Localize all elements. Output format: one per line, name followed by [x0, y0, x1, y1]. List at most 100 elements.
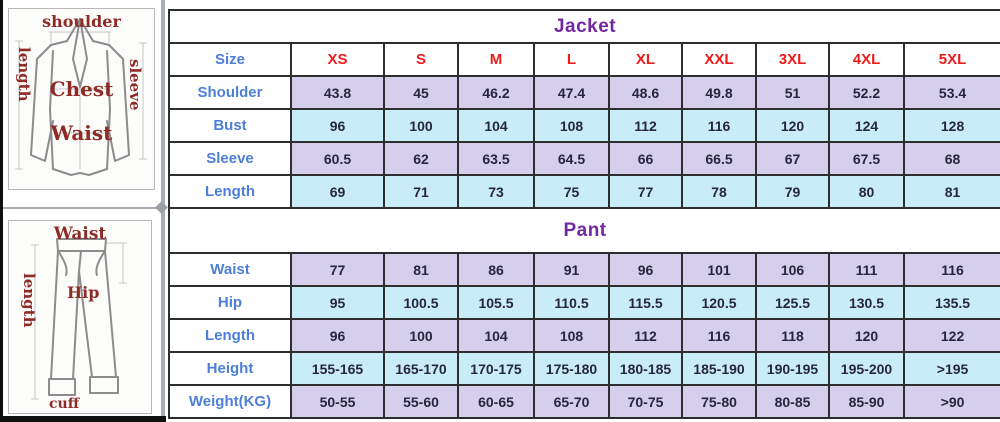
jacket-section-title-row: Jacket: [167, 9, 1000, 44]
measurement-value-cell: 130.5: [828, 285, 905, 320]
pant-waist-label: Waist: [53, 224, 107, 244]
pant-measurement-row: Length 96 100 104 108 112 116 118 120 122: [168, 318, 1000, 353]
pant-section-title: Pant: [167, 207, 1000, 254]
measurement-value-cell: 66: [608, 141, 683, 176]
measurement-value-cell: 112: [608, 108, 683, 143]
measurement-value-cell: 96: [290, 318, 385, 353]
measurement-value-cell: 195-200: [828, 351, 905, 386]
measurement-value-cell: 70-75: [608, 384, 683, 419]
measurement-value-cell: 3XL: [755, 42, 830, 77]
measurement-value-cell: 116: [681, 318, 757, 353]
measurement-label-cell: Weight(KG): [168, 384, 292, 419]
left-black-edge: [0, 0, 3, 422]
measurement-label-cell: Shoulder: [168, 75, 292, 110]
measurement-value-cell: 67.5: [828, 141, 905, 176]
pant-hip-label: Hip: [67, 283, 100, 302]
measurement-value-cell: 111: [828, 252, 905, 287]
pant-length-label: length: [20, 273, 38, 328]
measurement-value-cell: 101: [681, 252, 757, 287]
measurement-value-cell: 4XL: [828, 42, 905, 77]
measurement-value-cell: 79: [755, 174, 830, 209]
measurement-value-cell: 63.5: [457, 141, 535, 176]
measurement-value-cell: 128: [902, 108, 1000, 143]
measurement-value-cell: 125.5: [755, 285, 830, 320]
measurement-value-cell: 45: [383, 75, 459, 110]
measurement-value-cell: 96: [290, 108, 385, 143]
measurement-label-cell: Size: [168, 42, 292, 77]
measurement-value-cell: 5XL: [902, 42, 1000, 77]
measurement-value-cell: >195: [902, 351, 1000, 386]
jacket-sleeve-label: sleeve: [126, 59, 144, 111]
measurement-value-cell: 100: [383, 318, 459, 353]
measurement-value-cell: 69: [290, 174, 385, 209]
jacket-measurement-row: Shoulder 43.8 45 46.2 47.4 48.6 49.8 51 52.2 53.4: [168, 75, 1000, 110]
measurement-value-cell: 51: [755, 75, 830, 110]
size-chart-table: Jacket Size XS S M L XL XXL 3XL 4XL 5XL Shoulder 43.…: [167, 9, 1000, 419]
diagram-panel: shoulder length sleeve Chest Waist: [0, 0, 168, 422]
measurement-value-cell: 110.5: [533, 285, 610, 320]
measurement-value-cell: 43.8: [290, 75, 385, 110]
measurement-value-cell: XL: [608, 42, 683, 77]
measurement-value-cell: 68: [902, 141, 1000, 176]
measurement-value-cell: 105.5: [457, 285, 535, 320]
measurement-label-cell: Sleeve: [168, 141, 292, 176]
measurement-value-cell: S: [383, 42, 459, 77]
measurement-value-cell: 116: [902, 252, 1000, 287]
measurement-label-cell: Bust: [168, 108, 292, 143]
measurement-value-cell: 175-180: [533, 351, 610, 386]
jacket-diagram: shoulder length sleeve Chest Waist: [8, 8, 155, 190]
measurement-value-cell: 100.5: [383, 285, 459, 320]
jacket-chest-label: Chest: [49, 77, 114, 101]
pant-section-title-row: Pant: [167, 207, 1000, 254]
measurement-value-cell: 55-60: [383, 384, 459, 419]
measurement-value-cell: 95: [290, 285, 385, 320]
measurement-value-cell: 80: [828, 174, 905, 209]
measurement-value-cell: 120: [755, 108, 830, 143]
measurement-value-cell: 67: [755, 141, 830, 176]
measurement-value-cell: 66.5: [681, 141, 757, 176]
pant-measurement-row: Height 155-165 165-170 170-175 175-180 180-18…: [168, 351, 1000, 386]
measurement-value-cell: 124: [828, 108, 905, 143]
measurement-value-cell: 75-80: [681, 384, 757, 419]
measurement-value-cell: 185-190: [681, 351, 757, 386]
jacket-measurement-row: Length 69 71 73 75 77 78 79 80 81: [168, 174, 1000, 209]
measurement-value-cell: 165-170: [383, 351, 459, 386]
measurement-value-cell: 115.5: [608, 285, 683, 320]
measurement-value-cell: 77: [290, 252, 385, 287]
measurement-value-cell: 81: [902, 174, 1000, 209]
measurement-value-cell: 170-175: [457, 351, 535, 386]
measurement-value-cell: 47.4: [533, 75, 610, 110]
measurement-value-cell: 60-65: [457, 384, 535, 419]
measurement-value-cell: 46.2: [457, 75, 535, 110]
measurement-value-cell: 78: [681, 174, 757, 209]
measurement-value-cell: M: [457, 42, 535, 77]
measurement-value-cell: 85-90: [828, 384, 905, 419]
measurement-value-cell: XS: [290, 42, 385, 77]
measurement-value-cell: L: [533, 42, 610, 77]
jacket-measurement-row: Sleeve 60.5 62 63.5 64.5 66 66.5 67 67.5 68: [168, 141, 1000, 176]
measurement-value-cell: XXL: [681, 42, 757, 77]
pant-measurement-row: Hip 95 100.5 105.5 110.5 115.5 120.5 125.5 130.5…: [168, 285, 1000, 320]
jacket-section-title: Jacket: [167, 9, 1000, 44]
bottom-black-edge: [0, 416, 166, 422]
measurement-value-cell: 53.4: [902, 75, 1000, 110]
measurement-value-cell: 104: [457, 318, 535, 353]
jacket-shoulder-label: shoulder: [42, 12, 121, 31]
measurement-value-cell: 73: [457, 174, 535, 209]
measurement-value-cell: 120: [828, 318, 905, 353]
diagram-divider-line: [3, 207, 161, 209]
measurement-value-cell: 96: [608, 252, 683, 287]
measurement-label-cell: Waist: [168, 252, 292, 287]
measurement-value-cell: 180-185: [608, 351, 683, 386]
measurement-value-cell: 50-55: [290, 384, 385, 419]
pant-diagram: Waist length Hip cuff: [8, 220, 152, 414]
measurement-value-cell: 64.5: [533, 141, 610, 176]
measurement-value-cell: 108: [533, 318, 610, 353]
measurement-value-cell: 106: [755, 252, 830, 287]
measurement-value-cell: 118: [755, 318, 830, 353]
pant-measurement-row: Waist 77 81 86 91 96 101 106 111 116: [168, 252, 1000, 287]
pant-cuff-label: cuff: [49, 396, 80, 412]
jacket-waist-label: Waist: [50, 121, 113, 145]
selection-handle-icon: [155, 201, 168, 214]
measurement-value-cell: 108: [533, 108, 610, 143]
